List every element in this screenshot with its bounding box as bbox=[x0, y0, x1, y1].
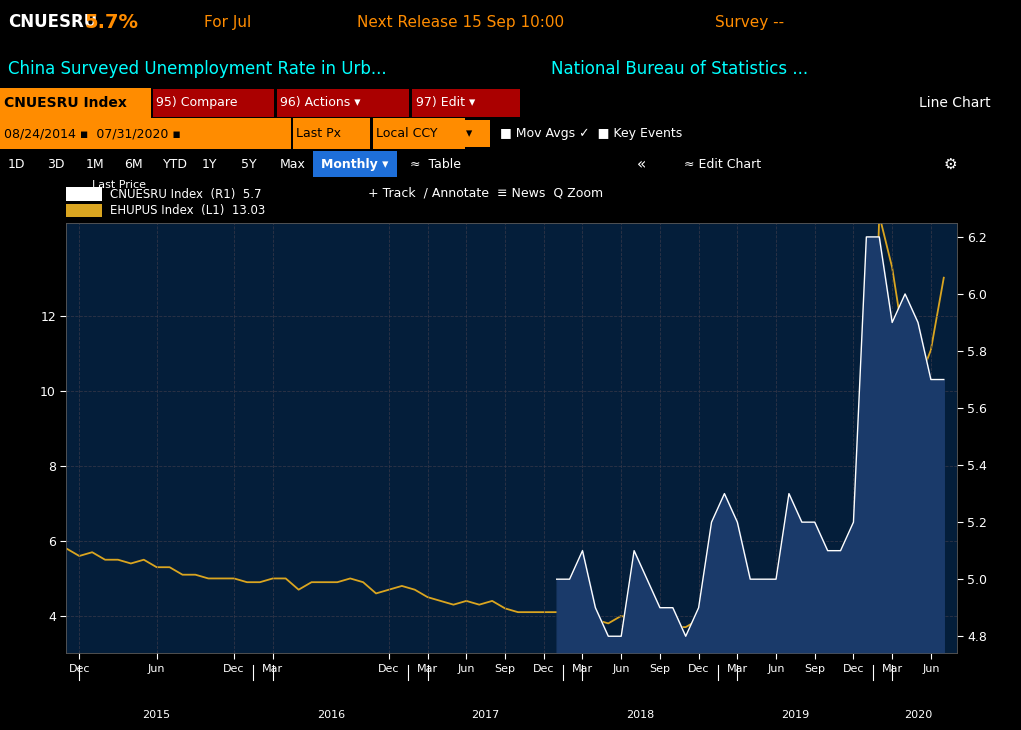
Text: 96) Actions ▾: 96) Actions ▾ bbox=[280, 96, 360, 109]
Text: Line Chart: Line Chart bbox=[919, 96, 990, 110]
Text: 2016: 2016 bbox=[317, 710, 345, 720]
Bar bbox=[277, 89, 409, 117]
Text: 95) Compare: 95) Compare bbox=[156, 96, 238, 109]
Text: Last Price: Last Price bbox=[92, 180, 146, 191]
Bar bbox=[465, 120, 490, 147]
Text: 2018: 2018 bbox=[627, 710, 654, 720]
Text: ⚙: ⚙ bbox=[943, 157, 957, 172]
Text: CNUESRU Index  (R1)  5.7: CNUESRU Index (R1) 5.7 bbox=[110, 188, 261, 201]
Text: 2020: 2020 bbox=[904, 710, 932, 720]
Bar bbox=[66, 204, 102, 217]
Bar bbox=[66, 187, 102, 201]
Text: 5.7: 5.7 bbox=[968, 373, 989, 386]
Text: China Surveyed Unemployment Rate in Urb...: China Surveyed Unemployment Rate in Urb.… bbox=[8, 60, 387, 77]
Text: Max: Max bbox=[280, 158, 305, 171]
Text: For Jul: For Jul bbox=[204, 15, 251, 30]
Text: YTD: YTD bbox=[163, 158, 188, 171]
Bar bbox=[0, 88, 151, 118]
Text: 2015: 2015 bbox=[143, 710, 171, 720]
Text: ≈  Table: ≈ Table bbox=[410, 158, 461, 171]
Text: CNUESRU Index: CNUESRU Index bbox=[4, 96, 127, 110]
Text: 5Y: 5Y bbox=[241, 158, 256, 171]
Bar bbox=[373, 118, 465, 149]
Text: Next Release 15 Sep 10:00: Next Release 15 Sep 10:00 bbox=[357, 15, 565, 30]
Text: Survey --: Survey -- bbox=[715, 15, 784, 30]
Text: 08/24/2014 ▪  07/31/2020 ▪: 08/24/2014 ▪ 07/31/2020 ▪ bbox=[4, 127, 181, 140]
Text: 13.03: 13.03 bbox=[12, 203, 51, 216]
Bar bbox=[153, 89, 274, 117]
Text: 3D: 3D bbox=[47, 158, 64, 171]
Text: 1M: 1M bbox=[86, 158, 104, 171]
Text: ▾: ▾ bbox=[466, 127, 472, 140]
Text: CNUESRU: CNUESRU bbox=[8, 13, 97, 31]
Text: 6M: 6M bbox=[125, 158, 143, 171]
Text: EHUPUS Index  (L1)  13.03: EHUPUS Index (L1) 13.03 bbox=[110, 204, 265, 217]
Text: Local CCY: Local CCY bbox=[376, 127, 437, 140]
Text: 2019: 2019 bbox=[781, 710, 810, 720]
Text: ■ Mov Avgs ✓  ■ Key Events: ■ Mov Avgs ✓ ■ Key Events bbox=[500, 127, 683, 140]
Bar bbox=[293, 118, 370, 149]
Text: 1D: 1D bbox=[8, 158, 26, 171]
Bar bbox=[313, 151, 397, 177]
Text: Monthly ▾: Monthly ▾ bbox=[321, 158, 388, 171]
Text: ≈ Edit Chart: ≈ Edit Chart bbox=[684, 158, 762, 171]
Text: Last Px: Last Px bbox=[296, 127, 341, 140]
Text: 1Y: 1Y bbox=[202, 158, 217, 171]
Text: «: « bbox=[637, 157, 646, 172]
Bar bbox=[0, 118, 291, 149]
Text: + Track  / Annotate  ≡ News  Q Zoom: + Track / Annotate ≡ News Q Zoom bbox=[368, 186, 602, 199]
Text: 5.7%: 5.7% bbox=[85, 13, 139, 32]
Text: National Bureau of Statistics ...: National Bureau of Statistics ... bbox=[551, 60, 809, 77]
Text: 97) Edit ▾: 97) Edit ▾ bbox=[416, 96, 475, 109]
Bar bbox=[412, 89, 520, 117]
Text: 2017: 2017 bbox=[472, 710, 500, 720]
